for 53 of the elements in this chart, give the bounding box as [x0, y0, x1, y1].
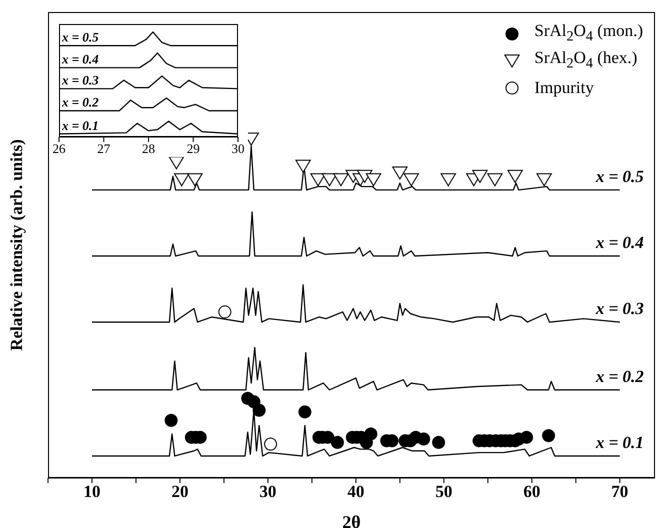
series-label: x = 0.1	[594, 432, 644, 452]
point	[432, 436, 446, 449]
point	[295, 160, 311, 173]
x-tick-label: 30	[259, 482, 276, 502]
series-label: x = 0.1	[61, 118, 99, 133]
series-label: x = 0.5	[61, 30, 100, 45]
point	[218, 305, 232, 318]
point	[264, 438, 278, 451]
legend-label: SrAl$_{2}$O$_{4}$ (mon.)	[534, 21, 643, 46]
x-tick-label: 60	[523, 482, 540, 502]
point	[536, 173, 552, 186]
x-tick-label: 70	[611, 482, 628, 502]
x-tick-label: 50	[435, 482, 452, 502]
point	[392, 166, 408, 180]
series-label: x = 0.4	[594, 233, 644, 252]
point	[507, 170, 523, 183]
point	[542, 429, 556, 442]
x-axis-title: 2θ	[342, 512, 361, 528]
series-label: x = 0.2	[61, 94, 100, 110]
series-label: x = 0.4	[61, 52, 100, 67]
point	[487, 173, 503, 186]
legend-label: SrAl$_{2}$O$_{4}$ (hex.)	[534, 48, 638, 73]
point	[333, 173, 349, 186]
point	[366, 173, 382, 186]
point	[252, 404, 266, 417]
point	[174, 173, 190, 186]
point	[187, 173, 203, 186]
x-tick-label: 20	[171, 482, 188, 502]
point	[168, 156, 184, 170]
x-tick-label: 26	[52, 141, 66, 156]
point	[440, 173, 456, 186]
series-label: x = 0.2	[594, 366, 644, 386]
point	[164, 414, 178, 427]
x-tick-label: 28	[142, 141, 155, 156]
point	[322, 173, 338, 186]
x-tick-label: 40	[347, 482, 364, 502]
point	[310, 173, 326, 186]
point	[298, 405, 312, 418]
point	[520, 430, 534, 444]
series-label: x = 0.5	[594, 166, 644, 186]
series-label: x = 0.3	[61, 72, 100, 88]
y-axis-title: Relative intensity (arb. units)	[7, 139, 26, 351]
point	[417, 432, 430, 446]
point	[472, 170, 488, 183]
x-tick-label: 30	[232, 141, 244, 156]
point	[330, 436, 344, 449]
x-tick-label: 27	[97, 141, 111, 156]
point	[364, 427, 378, 440]
x-tick-label: 10	[83, 482, 100, 502]
x-tick-label: 29	[186, 141, 200, 156]
point	[404, 173, 420, 186]
series-label: x = 0.3	[594, 299, 644, 318]
legend-label: Impurity	[534, 78, 594, 98]
